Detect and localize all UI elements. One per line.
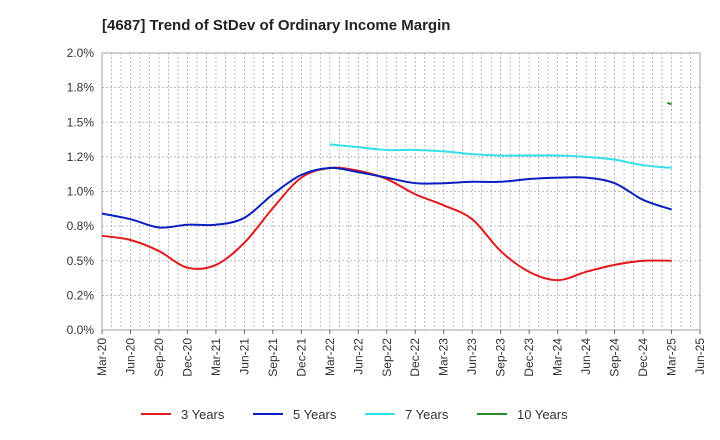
x-tick-label: Mar-23: [437, 338, 451, 376]
x-tick-label: Jun-21: [237, 338, 251, 375]
x-tick-label: Jun-22: [351, 338, 365, 375]
x-tick-label: Sep-21: [266, 338, 280, 377]
x-tick-label: Dec-24: [636, 338, 650, 377]
x-tick-label: Mar-24: [551, 338, 565, 376]
x-tick-label: Dec-21: [294, 338, 308, 377]
x-tick-label: Mar-25: [665, 338, 679, 376]
series-line-5-years: [101, 166, 672, 229]
series-lines: [101, 101, 672, 282]
x-tick-label: Sep-22: [380, 338, 394, 377]
x-tick-label: Mar-21: [209, 338, 223, 376]
legend-label-5-years: 5 Years: [293, 407, 337, 422]
chart-title: [4687] Trend of StDev of Ordinary Income…: [102, 17, 450, 34]
y-tick-label: 0.2%: [67, 288, 95, 302]
y-tick-label: 0.5%: [67, 254, 95, 268]
y-tick-label: 2.0%: [67, 46, 95, 60]
x-tick-label: Sep-24: [608, 338, 622, 377]
x-tick-label: Mar-20: [95, 338, 109, 376]
x-tick-label: Dec-22: [408, 338, 422, 377]
series-line-3-years: [101, 166, 672, 282]
x-tick-label: Jun-25: [693, 338, 707, 375]
x-tick-label: Jun-24: [579, 338, 593, 375]
y-tick-label: 1.5%: [67, 115, 95, 129]
x-tick-label: Mar-22: [323, 338, 337, 376]
grid: [101, 52, 701, 331]
x-tick-label: Sep-23: [494, 338, 508, 377]
y-tick-label: 1.8%: [67, 81, 95, 95]
legend-label-3-years: 3 Years: [181, 407, 225, 422]
x-tick-label: Jun-20: [123, 338, 137, 375]
y-tick-label: 0.0%: [67, 323, 95, 337]
y-tick-label: 1.2%: [67, 150, 95, 164]
legend-label-10-years: 10 Years: [517, 407, 568, 422]
series-line-7-years: [329, 143, 672, 169]
y-tick-label: 1.0%: [67, 185, 95, 199]
x-tick-label: Sep-20: [152, 338, 166, 377]
y-tick-label: 0.8%: [67, 219, 95, 233]
series-line-10-years: [666, 101, 672, 106]
x-tick-label: Dec-23: [522, 338, 536, 377]
x-tick-label: Dec-20: [180, 338, 194, 377]
legend-label-7-years: 7 Years: [405, 407, 449, 422]
plot-area: [101, 52, 701, 331]
axes: 0.0% 0.2% 0.5% 0.8% 1.0% 1.2% 1.5% 1.8% 2.0% Mar-…: [67, 46, 707, 377]
legend: 3 Years 5 Years 7 Years 10 Years: [141, 407, 568, 422]
x-tick-label: Jun-23: [465, 338, 479, 375]
